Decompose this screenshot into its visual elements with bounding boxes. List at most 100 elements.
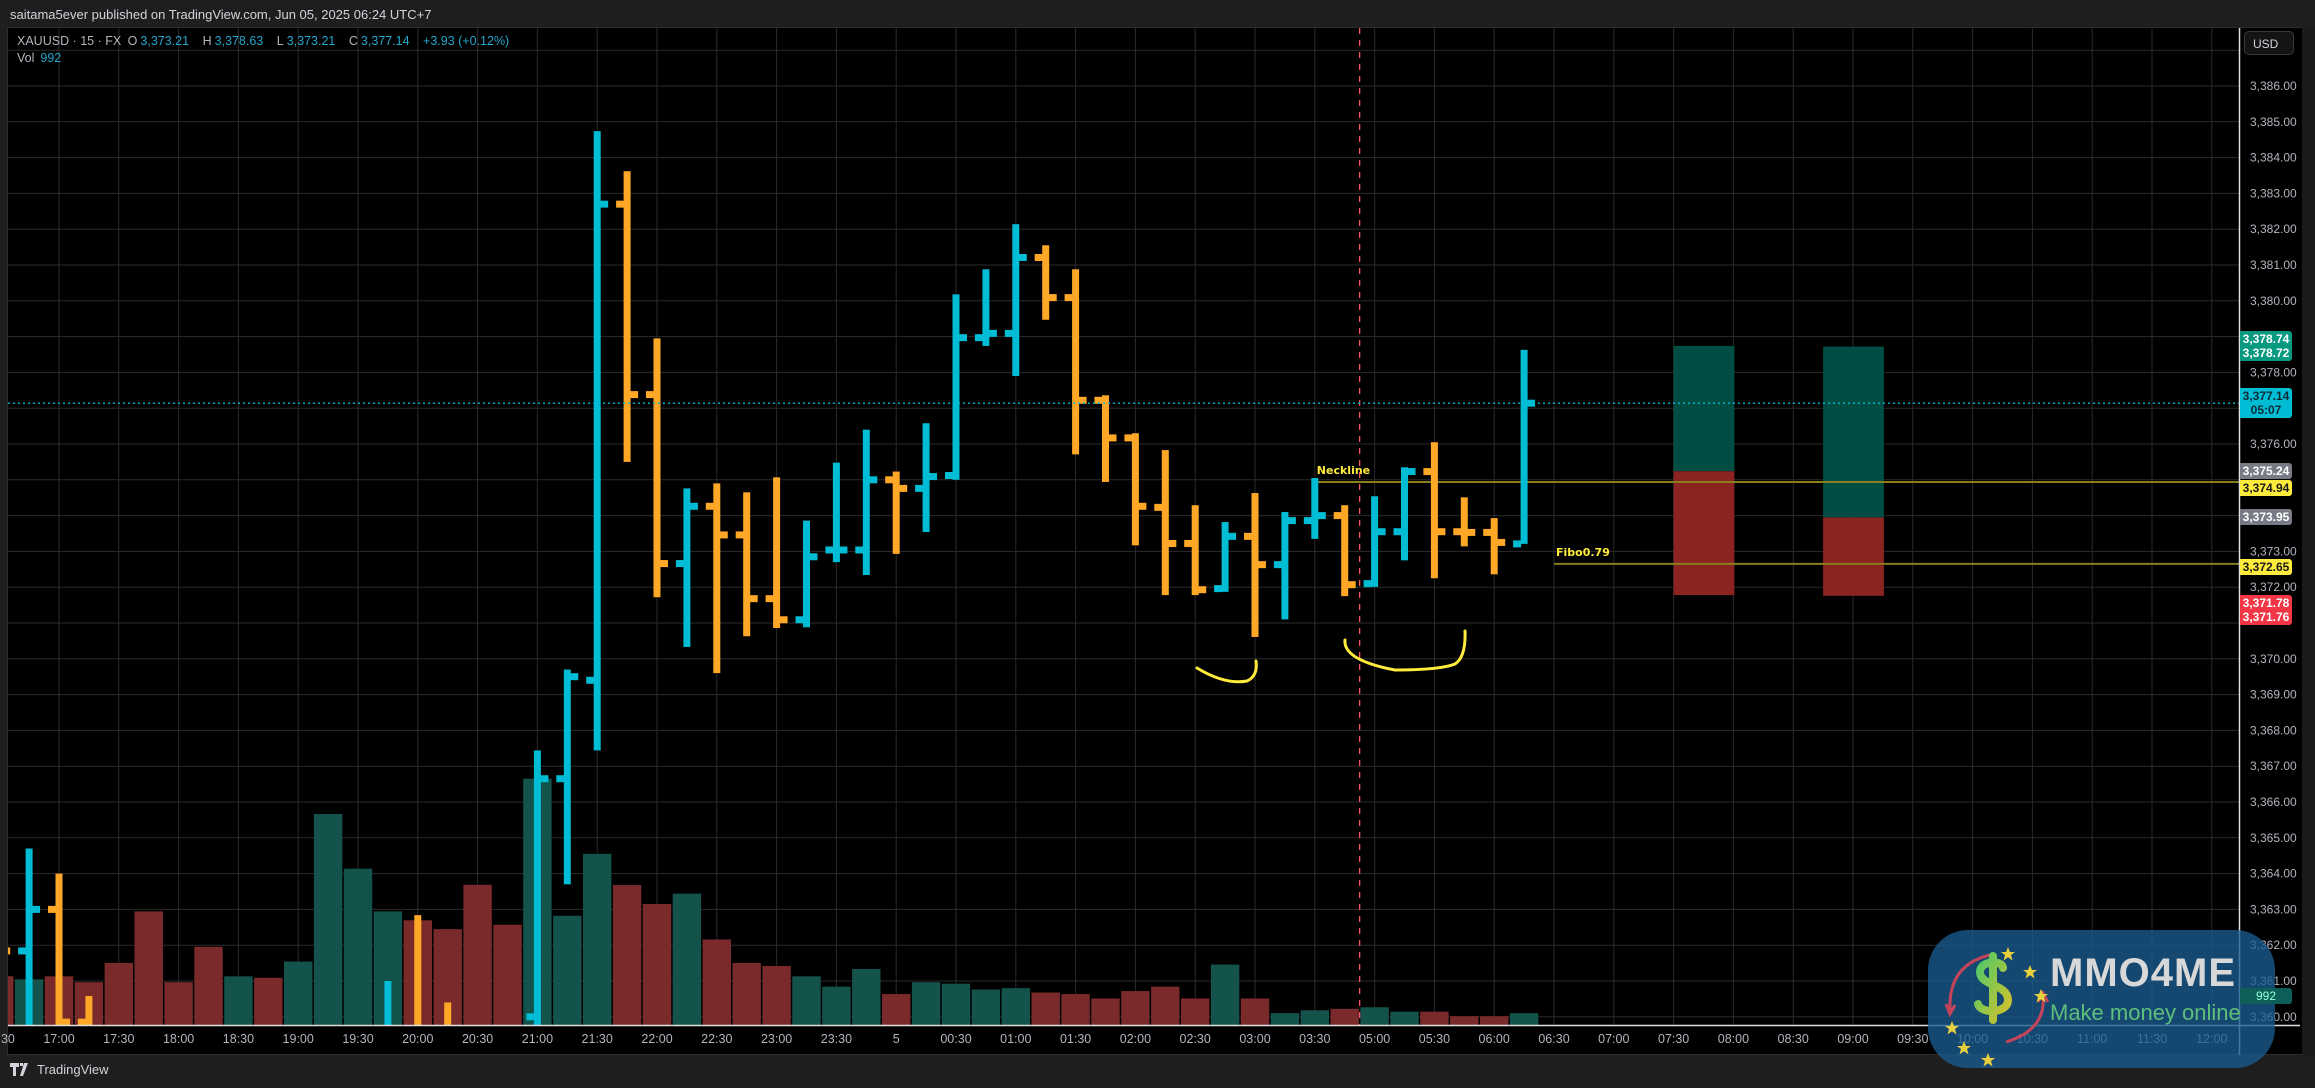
- ohlc-bar-open: [556, 775, 565, 783]
- ohlc-bar-range: [1401, 467, 1408, 561]
- ohlc-bar: [765, 477, 788, 629]
- time-tick-label: 00:30: [940, 1032, 971, 1046]
- ohlc-bar-close: [1168, 540, 1177, 548]
- time-axis[interactable]: 16:30 17:00 17:30 18:00 18:30 19:00 19:30 20:00…: [0, 1032, 2227, 1046]
- price-badge-text: 05:07: [2250, 403, 2282, 418]
- open-label: O: [127, 34, 138, 48]
- ohlc-bar-open: [765, 595, 774, 603]
- ohlc-bar-open: [915, 484, 924, 492]
- ohlc-bar-open: [1363, 580, 1372, 588]
- ohlc-bar-range: [1490, 518, 1498, 575]
- annotation-curve-right[interactable]: [1343, 629, 1467, 672]
- ohlc-bar-open: [735, 531, 744, 539]
- ohlc-bar-close: [630, 391, 639, 399]
- ohlc-bar-range: [623, 171, 631, 462]
- volume-bar: [1121, 991, 1150, 1025]
- price-badge: 3,375.24: [2240, 463, 2292, 480]
- price-badge: 3,372.65: [2240, 559, 2292, 576]
- price-tick-label: 3,382.00: [2250, 222, 2297, 236]
- ohlc-bar-close: [779, 616, 788, 624]
- volume-bar: [1420, 1011, 1449, 1025]
- ohlc-bar-open: [945, 472, 953, 480]
- long-positions[interactable]: [1673, 345, 1884, 596]
- horizontal-lines[interactable]: Neckline Fibo0.79: [1314, 464, 2239, 565]
- ohlc-bar-close: [92, 1031, 100, 1038]
- ohlc-bar-range: [922, 423, 930, 533]
- volume-bar: [583, 853, 612, 1025]
- price-badge-text: 3,372.65: [2242, 560, 2290, 575]
- price-tick-label: 3,370.00: [2250, 652, 2297, 666]
- time-tick-label: 07:30: [1658, 1032, 1689, 1046]
- position-stop-zone[interactable]: [1673, 471, 1735, 596]
- price-tick-label: 3,367.00: [2250, 759, 2297, 773]
- price-tick-label: 3,380.00: [2250, 294, 2297, 308]
- horizontal-line-label[interactable]: Neckline: [1317, 464, 1370, 477]
- volume-badge: 992: [2240, 988, 2292, 1004]
- price-tick-label: 3,381.00: [2250, 258, 2297, 272]
- ohlc-bar-open: [1184, 540, 1193, 548]
- time-tick-label: 17:00: [43, 1032, 74, 1046]
- annotation-curve-left[interactable]: [1195, 659, 1258, 684]
- ohlc-bar: [1273, 512, 1296, 620]
- position-target-zone[interactable]: [1823, 346, 1884, 518]
- position-target-zone[interactable]: [1673, 345, 1735, 472]
- ohlc-bar-close: [959, 334, 967, 342]
- time-tick-label: 05:00: [1359, 1032, 1390, 1046]
- tradingview-brand: TradingView: [37, 1062, 109, 1077]
- volume-legend[interactable]: Vol 992: [17, 51, 61, 65]
- symbol-legend[interactable]: XAUUSD · 15 · FX O 3,373.21 H 3,378.63 L 3,…: [17, 34, 519, 48]
- ohlc-bar-close: [1258, 561, 1266, 569]
- price-tick-label: 3,368.00: [2250, 723, 2297, 737]
- volume-value: 992: [40, 51, 62, 65]
- time-tick-label: 23:00: [761, 1032, 792, 1046]
- ohlc-bar: [1184, 505, 1207, 596]
- high-label: H: [202, 34, 212, 48]
- chart-panel[interactable]: [7, 27, 2305, 1055]
- price-badge-text: 3,374.94: [2242, 481, 2290, 496]
- ohlc-bar: [1423, 442, 1446, 579]
- time-tick-label: 19:00: [283, 1032, 314, 1046]
- mmo4me-watermark: MMO4ME Make money online: [1928, 930, 2275, 1068]
- time-tick-label: 01:30: [1060, 1032, 1091, 1046]
- price-tick-label: 3,383.00: [2250, 186, 2297, 200]
- volume-bar: [194, 946, 223, 1025]
- ohlc-bar-range: [982, 269, 990, 346]
- time-tick-label: 08:30: [1778, 1032, 1809, 1046]
- ohlc-bar-range: [1072, 269, 1080, 455]
- ohlc-bar-range: [1131, 433, 1139, 546]
- volume-bar: [493, 924, 522, 1025]
- ohlc-bar: [586, 131, 609, 751]
- time-tick-label: 06:30: [1538, 1032, 1569, 1046]
- ohlc-bar-range: [563, 669, 571, 885]
- ohlc-bar-open: [48, 905, 56, 913]
- ohlc-bar-open: [1094, 396, 1103, 404]
- symbol-label[interactable]: XAUUSD · 15 · FX: [17, 34, 122, 48]
- ohlc-bar: [616, 171, 639, 462]
- ohlc-bar-range: [1311, 478, 1319, 539]
- volume-bar: [762, 965, 791, 1025]
- ohlc-bar-close: [421, 1067, 429, 1074]
- ohlc-bar: [414, 915, 429, 1074]
- ohlc-bar-close: [1467, 528, 1476, 536]
- time-tick-label: 22:30: [701, 1032, 732, 1046]
- ohlc-bar: [1064, 269, 1087, 455]
- position-stop-zone[interactable]: [1823, 517, 1884, 596]
- volume-bar: [642, 903, 672, 1025]
- ohlc-bar: [1363, 496, 1386, 588]
- ohlc-bar-close: [1018, 253, 1027, 261]
- time-tick-label: 01:00: [1000, 1032, 1031, 1046]
- ohlc-bar-range: [1281, 512, 1289, 620]
- price-tick-label: 3,385.00: [2250, 115, 2297, 129]
- time-tick-label: 03:30: [1299, 1032, 1330, 1046]
- ohlc-bar-close: [1497, 538, 1506, 546]
- volume-series: [8, 778, 1539, 1025]
- currency-button[interactable]: USD: [2244, 31, 2294, 55]
- ohlc-bar-open: [1244, 532, 1252, 540]
- price-axis[interactable]: 3,386.00 3,385.00 3,384.00 3,383.00 3,382.00…: [2250, 79, 2297, 1024]
- tradingview-logo[interactable]: TradingView: [10, 1062, 109, 1077]
- ohlc-bar: [1004, 224, 1027, 376]
- time-tick-label: 22:00: [641, 1032, 672, 1046]
- ohlc-bar-range: [414, 915, 422, 1025]
- horizontal-line-label[interactable]: Fibo0.79: [1556, 546, 1610, 559]
